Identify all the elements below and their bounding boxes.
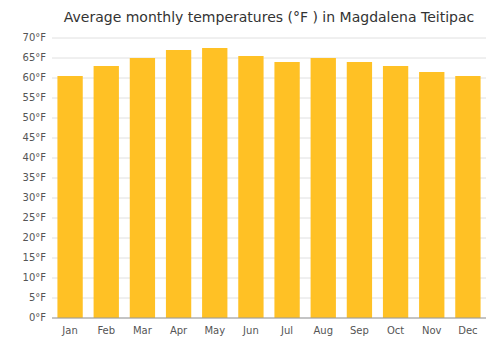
bar xyxy=(94,66,119,318)
y-tick-label: 65°F xyxy=(23,52,47,63)
y-axis: 0°F 5°F 10°F 15°F 20°F 25°F 30°F 35°F 40°F 45°F 50… xyxy=(23,32,486,323)
x-tick-label: Feb xyxy=(97,325,115,336)
title: Average monthly temperatures (°F ) in Ma… xyxy=(64,9,474,25)
x-tick-label: May xyxy=(204,325,225,336)
x-tick-label: Mar xyxy=(133,325,153,336)
y-tick-label: 50°F xyxy=(23,112,47,123)
y-tick-label: 15°F xyxy=(23,252,47,263)
page: {"chart_data": {"type": "bar", "title": … xyxy=(0,0,500,350)
y-tick-label: 35°F xyxy=(23,172,47,183)
y-tick-label: 0°F xyxy=(29,312,46,323)
x-tick-label: Sep xyxy=(350,325,369,336)
y-tick-label: 10°F xyxy=(23,272,47,283)
bar xyxy=(383,66,408,318)
y-tick-label: 20°F xyxy=(23,232,47,243)
x-tick-label: Jun xyxy=(242,325,259,336)
bar xyxy=(455,76,480,318)
y-tick-label: 30°F xyxy=(23,192,47,203)
chart: Average monthly temperatures (°F ) in Ma… xyxy=(0,0,500,350)
x-axis-line xyxy=(52,318,486,319)
bar xyxy=(130,58,155,318)
bars xyxy=(57,48,480,318)
bar xyxy=(274,62,299,318)
y-tick-label: 40°F xyxy=(23,152,47,163)
x-tick-label: Dec xyxy=(458,325,477,336)
bar xyxy=(166,50,191,318)
grid-line xyxy=(52,58,486,59)
bar xyxy=(57,76,82,318)
x-axis: Jan Feb Mar Apr May Jun Jul Aug Sep Oct Nov Dec xyxy=(61,325,477,336)
y-tick-label: 45°F xyxy=(23,132,47,143)
bar xyxy=(311,58,336,318)
bar xyxy=(347,62,372,318)
bar xyxy=(202,48,227,318)
y-tick-label: 60°F xyxy=(23,72,47,83)
y-tick-label: 5°F xyxy=(29,292,46,303)
x-tick-label: Nov xyxy=(422,325,442,336)
x-tick-label: Oct xyxy=(387,325,404,336)
x-tick-label: Aug xyxy=(313,325,333,336)
y-tick-label: 70°F xyxy=(23,32,47,43)
y-tick-label: 55°F xyxy=(23,92,47,103)
bar xyxy=(238,56,263,318)
y-tick-label: 25°F xyxy=(23,212,47,223)
x-tick-label: Jan xyxy=(61,325,77,336)
grid-line xyxy=(52,38,486,39)
x-tick-label: Jul xyxy=(280,325,293,336)
x-tick-label: Apr xyxy=(170,325,188,336)
bar xyxy=(419,72,444,318)
grid-line xyxy=(52,318,486,319)
